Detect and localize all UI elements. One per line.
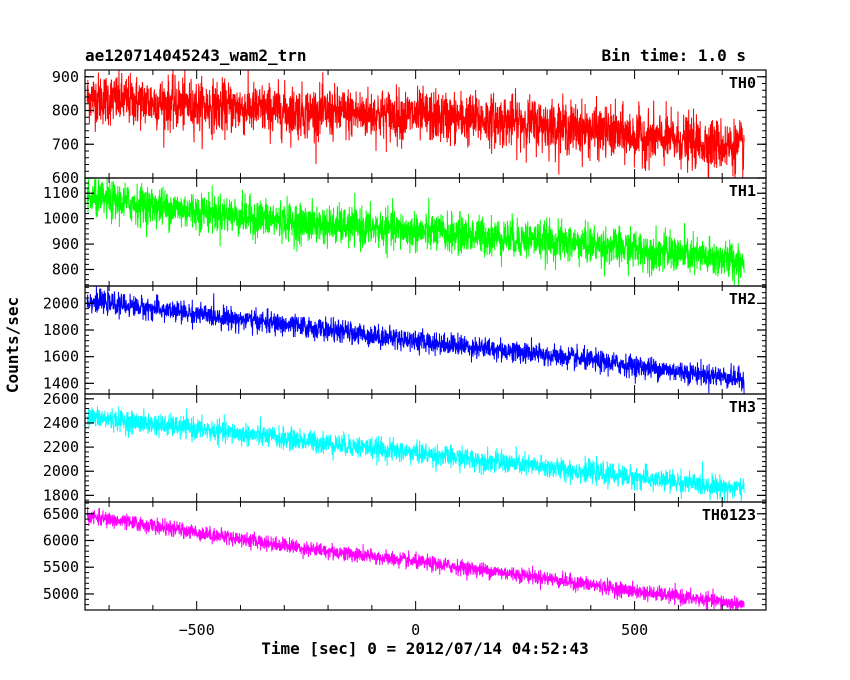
y-tick-label: 800: [52, 102, 79, 120]
y-tick-label: 2000: [43, 294, 79, 312]
y-tick-label: 5500: [43, 558, 79, 576]
y-tick-label: 800: [52, 260, 79, 278]
x-tick-label: 500: [621, 621, 648, 639]
y-axis-label: Counts/sec: [3, 297, 22, 393]
panel-th1: 800 900 1000 1100 TH1: [43, 177, 767, 287]
y-tick-label: 6000: [43, 531, 79, 549]
panel-th0123: 5000 5500 6000 6500 TH0123: [43, 501, 767, 611]
panel-label-th0123: TH0123: [702, 506, 756, 524]
y-tick-label: 1800: [43, 321, 79, 339]
y-tick-label: 1400: [43, 374, 79, 392]
y-tick-label: 600: [52, 169, 79, 187]
y-tick-label: 2200: [43, 438, 79, 456]
y-tick-label: 6500: [43, 505, 79, 523]
panel-th3: 1800 2000 2200 2400 2600 TH3: [43, 390, 767, 504]
y-tick-label: 2600: [43, 390, 79, 408]
panel-label-th2: TH2: [729, 290, 756, 308]
panel-label-th3: TH3: [729, 398, 756, 416]
panel-label-th0: TH0: [729, 74, 756, 92]
series-line-th0: [86, 70, 745, 178]
series-line-th3: [86, 406, 745, 502]
x-tick-label: −500: [179, 621, 215, 639]
panel-frame: [84, 501, 767, 611]
panel-th2: 1400 1600 1800 2000 TH2: [43, 285, 767, 395]
series-line-th1: [86, 178, 745, 286]
x-tick-label: 0: [411, 621, 420, 639]
y-tick-label: 1800: [43, 486, 79, 504]
y-tick-label: 1000: [43, 210, 79, 228]
panel-label-th1: TH1: [729, 182, 756, 200]
y-tick-label: 5000: [43, 585, 79, 603]
y-tick-label: 700: [52, 135, 79, 153]
y-tick-label: 2000: [43, 462, 79, 480]
y-tick-label: 900: [52, 68, 79, 86]
panels-group: 600 700 800 900 TH0 800 900 1000 1100 TH1 1400 1600…: [43, 68, 767, 639]
chart-title: ae120714045243_wam2_trn: [85, 46, 307, 65]
series-line-th2: [86, 286, 745, 394]
panel-frame: [84, 285, 767, 395]
chart-subtitle: Bin time: 1.0 s: [602, 46, 747, 65]
y-tick-label: 1100: [43, 184, 79, 202]
y-tick-label: 1600: [43, 348, 79, 366]
series-line-th0123: [86, 506, 745, 610]
y-tick-label: 2400: [43, 414, 79, 432]
y-tick-label: 900: [52, 235, 79, 253]
x-axis-label: Time [sec] 0 = 2012/07/14 04:52:43: [261, 639, 589, 658]
panel-th0: 600 700 800 900 TH0: [52, 68, 767, 187]
